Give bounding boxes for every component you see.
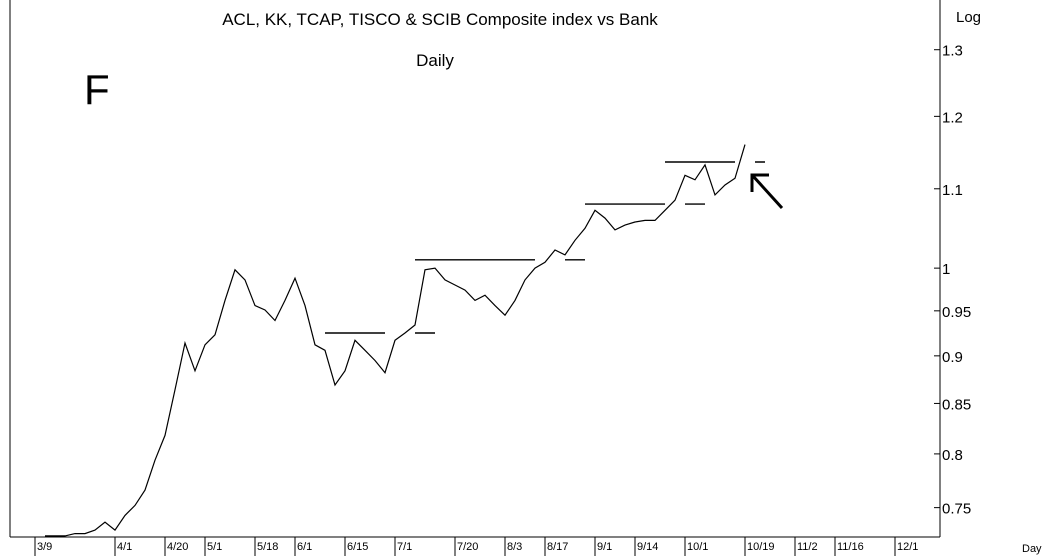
x-tick-label: 10/1 bbox=[687, 541, 708, 553]
x-tick-label: 8/3 bbox=[507, 541, 522, 553]
x-tick-label: 8/17 bbox=[547, 541, 568, 553]
arrow bbox=[750, 173, 784, 210]
y-tick-label: 0.85 bbox=[942, 396, 971, 413]
y-tick-label: 1 bbox=[942, 261, 950, 278]
annotation: F bbox=[84, 66, 110, 113]
chart-title: ACL, KK, TCAP, TISCO & SCIB Composite in… bbox=[222, 10, 658, 29]
y-tick-label: 0.9 bbox=[942, 349, 963, 366]
chart-subtitle: Daily bbox=[416, 51, 454, 70]
y-tick-label: 0.95 bbox=[942, 304, 971, 321]
y-tick-label: 1.3 bbox=[942, 43, 963, 60]
x-axis-label: Day bbox=[1022, 543, 1042, 555]
y-tick-label: 0.8 bbox=[942, 447, 963, 464]
x-tick-label: 11/2 bbox=[797, 541, 818, 553]
y-tick-label: 1.1 bbox=[942, 182, 963, 199]
x-tick-label: 7/20 bbox=[457, 541, 478, 553]
x-tick-label: 9/1 bbox=[597, 541, 612, 553]
x-tick-label: 5/18 bbox=[257, 541, 278, 553]
y-tick-label: 0.75 bbox=[942, 501, 971, 518]
x-tick-label: 4/1 bbox=[117, 541, 132, 553]
arrow-head bbox=[750, 173, 769, 192]
x-tick-label: 12/1 bbox=[897, 541, 918, 553]
arrow-shaft bbox=[751, 174, 784, 210]
x-tick-label: 6/15 bbox=[347, 541, 368, 553]
x-tick-label: 9/14 bbox=[637, 541, 658, 553]
y-tick-label: 1.2 bbox=[942, 109, 963, 126]
x-tick-label: 10/19 bbox=[747, 541, 775, 553]
x-tick-label: 11/16 bbox=[837, 541, 864, 553]
y-axis-label: Log bbox=[956, 9, 981, 26]
x-tick-label: 6/1 bbox=[297, 541, 312, 553]
series-line bbox=[45, 144, 746, 537]
x-tick-label: 4/20 bbox=[167, 541, 188, 553]
x-tick-label: 7/1 bbox=[397, 541, 412, 553]
x-tick-label: 3/9 bbox=[37, 541, 52, 553]
x-tick-label: 5/1 bbox=[207, 541, 222, 553]
